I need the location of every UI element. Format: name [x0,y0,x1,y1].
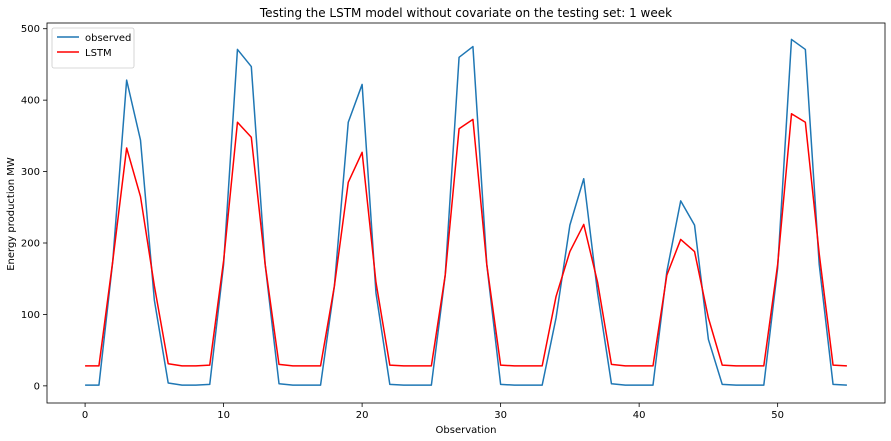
y-tick-label: 300 [21,167,40,178]
legend-box [51,27,135,69]
x-tick-label: 10 [217,410,230,421]
x-axis-label: Observation [436,425,497,436]
y-axis-label: Energy production MW [6,157,17,271]
y-tick-label: 500 [21,24,40,35]
legend: observed LSTM [51,27,135,69]
y-tick-label: 400 [21,96,40,107]
x-tick-label: 0 [82,410,88,421]
legend-label-observed: observed [85,33,131,44]
series-line-lstm [85,112,847,367]
x-tick-label: 50 [771,410,784,421]
x-tick-label: 20 [356,410,369,421]
y-tick-label: 100 [21,310,40,321]
y-tick-label: 0 [34,381,40,392]
legend-label-lstm: LSTM [85,48,112,59]
plot-frame [46,22,886,404]
y-tick-label: 200 [21,239,40,250]
x-tick-label: 40 [633,410,646,421]
chart-title: Testing the LSTM model without covariate… [259,6,672,20]
series-line-observed [85,38,847,386]
x-tick-label: 30 [494,410,507,421]
